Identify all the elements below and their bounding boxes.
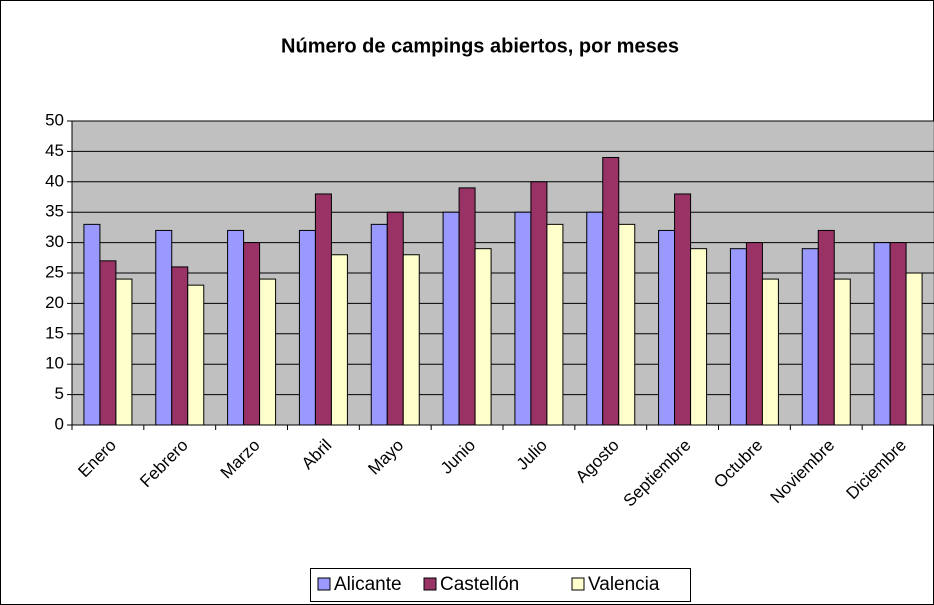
bar [729, 248, 747, 426]
bar [259, 278, 277, 426]
legend-swatch [423, 577, 437, 591]
y-tick-label: 40 [45, 171, 64, 190]
bar [474, 248, 492, 426]
bar [674, 193, 692, 426]
bar [905, 272, 923, 426]
bar [546, 223, 564, 426]
bar [586, 211, 604, 426]
legend-swatch [317, 577, 331, 591]
bar [402, 254, 420, 426]
bar [690, 248, 708, 426]
bar [458, 187, 476, 426]
bar [833, 278, 851, 426]
bar [618, 223, 636, 426]
legend-label: Castellón [440, 574, 519, 595]
bar [761, 278, 779, 426]
legend-label: Alicante [334, 574, 402, 595]
y-tick-label: 30 [45, 232, 64, 251]
bar [314, 193, 332, 426]
bar [83, 223, 101, 426]
bar [745, 242, 763, 426]
y-tick-label: 25 [45, 262, 64, 281]
y-tick-label: 35 [45, 202, 64, 221]
y-tick-label: 0 [55, 414, 64, 433]
bar [298, 229, 316, 426]
bar [370, 223, 388, 426]
y-tick-label: 45 [45, 141, 64, 160]
bar [817, 229, 835, 426]
bar [171, 266, 189, 426]
bar [187, 284, 205, 426]
bar [99, 260, 117, 426]
bar [530, 181, 548, 426]
bar [873, 242, 891, 426]
bar [514, 211, 532, 426]
bar [243, 242, 261, 426]
bar [330, 254, 348, 426]
bar [227, 229, 245, 426]
bar [386, 211, 404, 426]
bar [155, 229, 173, 426]
bar [658, 229, 676, 426]
y-tick-label: 20 [45, 293, 64, 312]
y-tick-label: 50 [45, 110, 64, 129]
legend-label: Valencia [588, 574, 660, 595]
y-tick-label: 15 [45, 323, 64, 342]
bar [602, 156, 620, 426]
chart-title: Número de campings abiertos, por meses [281, 35, 679, 57]
bar [115, 278, 133, 426]
legend-swatch [571, 577, 585, 591]
bar [442, 211, 460, 426]
bar [801, 248, 819, 426]
y-tick-label: 10 [45, 354, 64, 373]
bar [889, 242, 907, 426]
legend-box [310, 568, 691, 602]
y-tick-label: 5 [55, 384, 64, 403]
